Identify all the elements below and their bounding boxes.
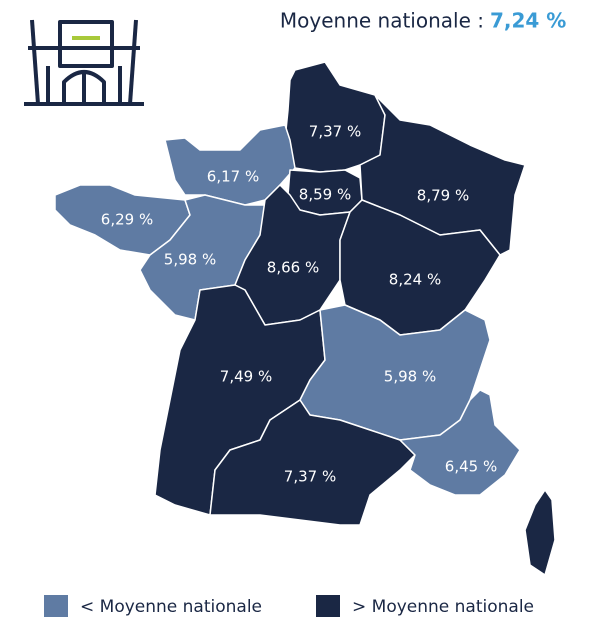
region — [209, 399, 416, 526]
region-label: 8,24 % — [389, 271, 441, 289]
header-label: Moyenne nationale : — [280, 9, 484, 33]
region-label: 6,17 % — [207, 168, 259, 186]
region — [524, 489, 556, 576]
header-value: 7,24 % — [490, 9, 566, 33]
region-label: 8,59 % — [299, 186, 351, 204]
region-label: 5,98 % — [164, 251, 216, 269]
region — [284, 61, 386, 173]
region-label: 8,34 % — [464, 553, 516, 571]
legend-label: < Moyenne nationale — [80, 597, 262, 617]
regions: 7,37 % 6,17 % 8,59 % 8,79 % 6,29 % 5,98 % 8,66… — [54, 61, 556, 576]
region-label: 7,49 % — [220, 368, 272, 386]
region-label: 7,37 % — [309, 123, 361, 141]
region — [234, 184, 351, 326]
region — [399, 389, 521, 496]
region-label: 8,66 % — [267, 259, 319, 277]
region-label: 5,98 % — [384, 368, 436, 386]
legend-swatch — [44, 595, 68, 617]
legend-swatch — [316, 595, 340, 617]
legend-label: > Moyenne nationale — [352, 597, 534, 617]
region-label: 8,79 % — [417, 187, 469, 205]
region-label: 7,37 % — [284, 468, 336, 486]
region-label: 6,45 % — [445, 458, 497, 476]
region-label: 6,29 % — [101, 211, 153, 229]
building-icon — [24, 19, 144, 106]
